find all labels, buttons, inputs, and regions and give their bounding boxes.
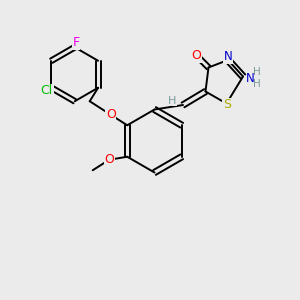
Text: N: N (246, 71, 255, 85)
Text: H: H (253, 79, 260, 89)
Text: F: F (73, 36, 80, 49)
Text: H: H (253, 67, 260, 77)
Text: O: O (106, 108, 116, 121)
Text: H: H (168, 95, 177, 106)
Text: S: S (223, 98, 231, 112)
Text: N: N (224, 50, 232, 64)
Text: O: O (104, 153, 114, 166)
Text: O: O (192, 49, 201, 62)
Text: Cl: Cl (41, 84, 53, 97)
